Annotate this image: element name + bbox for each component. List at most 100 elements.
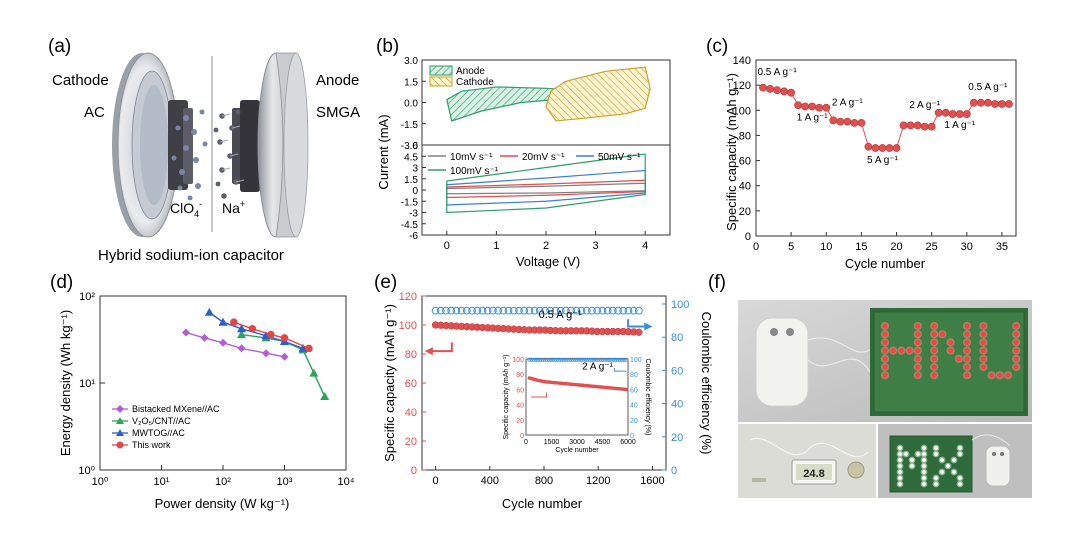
- hnu-led-array: [880, 321, 1021, 380]
- data-point: [941, 108, 950, 117]
- y-tick-label-right: 40: [671, 399, 683, 411]
- panel-b-ylabel: Current (mA): [376, 114, 391, 189]
- efficiency-point: [572, 306, 581, 315]
- y-tick-label-right: 60: [671, 365, 683, 377]
- led-dot: [910, 464, 914, 468]
- perchlorate-ion-label: ClO4-: [170, 199, 202, 219]
- panel-d-ylabel: Energy density (Wh kg⁻¹): [58, 310, 73, 456]
- y-tick-label-left: 100: [399, 320, 417, 332]
- panel-a-caption: Hybrid sodium-ion capacitor: [98, 247, 284, 264]
- data-point: [801, 102, 810, 111]
- led-dot: [931, 339, 937, 345]
- led-board-mx-photo: [878, 424, 1032, 498]
- rate-label: 5 A g⁻¹: [867, 155, 899, 166]
- inset-efficiency-point: [529, 357, 534, 362]
- led-dot: [980, 348, 987, 354]
- led-dot: [989, 372, 995, 378]
- x-tick-label: 10²: [215, 476, 231, 488]
- data-point: [280, 334, 289, 342]
- x-tick-label: 400: [481, 475, 499, 487]
- data-point: [204, 307, 214, 316]
- efficiency-point: [452, 306, 461, 315]
- legend-swatch: [429, 65, 453, 76]
- inset-y-tick-label-left: 0: [520, 433, 524, 440]
- led-dot: [964, 331, 970, 337]
- data-point: [218, 317, 228, 326]
- data-point: [983, 98, 992, 107]
- led-dot: [922, 470, 926, 474]
- cv-curve: [446, 153, 646, 214]
- efficiency-point: [624, 306, 633, 315]
- led-dot: [958, 446, 962, 450]
- data-point: [998, 100, 1006, 108]
- y-tick-label: 60: [739, 156, 751, 168]
- led-dot: [1013, 339, 1019, 345]
- efficiency-point: [619, 306, 628, 315]
- led-dot: [934, 452, 938, 456]
- legend-label: V₂O₅/CNT//AC: [132, 416, 191, 426]
- legend-marker: [116, 441, 124, 449]
- panel-b-letter: (b): [376, 36, 399, 57]
- y-tick-label: 40: [739, 181, 751, 193]
- legend-label: Bistacked MXene//AC: [132, 404, 220, 414]
- efficiency-point: [556, 306, 565, 315]
- y-tick-label: 0.0: [404, 99, 418, 110]
- legend-label: Anode: [456, 66, 485, 77]
- inset-efficiency-point: [604, 357, 609, 362]
- data-point: [871, 144, 880, 152]
- inset-left-arrow: [531, 392, 547, 398]
- x-tick-label: 10⁰: [92, 476, 109, 488]
- capacity-point: [635, 328, 643, 336]
- efficiency-point: [530, 306, 539, 315]
- y-tick-label: 1.5: [404, 77, 418, 88]
- y-tick-label-left: 20: [405, 436, 417, 448]
- inset-efficiency-point: [587, 357, 592, 362]
- y-tick-label-left: 40: [405, 407, 417, 419]
- x-tick-label: 0: [432, 475, 438, 487]
- y-tick-label: 1.5: [404, 175, 418, 186]
- led-dot: [898, 348, 905, 354]
- legend-marker: [116, 405, 124, 413]
- inset-efficiency-point: [613, 357, 618, 362]
- legend-label: 50mV s⁻¹: [598, 152, 641, 163]
- y-tick-label: 0: [745, 231, 751, 243]
- legend-label: 20mV s⁻¹: [522, 152, 565, 163]
- led-board-hnu-photo: [738, 300, 1032, 422]
- led-dot: [931, 323, 937, 329]
- inset-efficiency-point: [596, 357, 601, 362]
- efficiency-point: [525, 306, 534, 315]
- led-dot: [882, 348, 888, 354]
- data-point: [248, 324, 257, 333]
- led-dot: [980, 323, 987, 329]
- led-dot: [964, 364, 970, 370]
- inset-efficiency-point: [617, 357, 622, 362]
- y-tick-label-left: 0: [411, 465, 417, 477]
- y-tick-label: -3: [409, 209, 418, 220]
- x-tick-label: 20: [890, 241, 902, 253]
- data-point: [991, 100, 999, 108]
- data-point: [843, 117, 852, 126]
- inset-efficiency-point: [579, 357, 584, 362]
- rate-label: 0.5 A g⁻¹: [968, 82, 1008, 93]
- y-tick-label: -6: [409, 231, 418, 242]
- inset-efficiency-point: [620, 357, 624, 362]
- panel-c-plot: 0 20 40 60 80 100 120 140 0 5 10 15 20 25 30 35 0.5 A g⁻…: [733, 55, 1017, 253]
- inset-efficiency-point: [566, 357, 571, 362]
- data-point: [200, 333, 209, 342]
- efficiency-point: [561, 306, 570, 315]
- led-dot: [916, 452, 920, 456]
- anode-disc-illustration: [232, 52, 309, 238]
- efficiency-point: [447, 306, 456, 315]
- left-axis-arrowhead: [424, 347, 433, 356]
- efficiency-point: [608, 306, 617, 315]
- inset-efficiency-point: [561, 357, 566, 362]
- led-dot: [922, 464, 926, 468]
- led-dot: [931, 356, 937, 362]
- led-dot: [922, 458, 926, 462]
- led-dot: [882, 364, 888, 370]
- y-tick-label: 120: [733, 80, 751, 92]
- y-tick-label: -1.5: [401, 120, 419, 131]
- inset-efficiency-point: [542, 357, 547, 362]
- efficiency-point: [442, 306, 450, 315]
- smga-label: SMGA: [316, 104, 360, 121]
